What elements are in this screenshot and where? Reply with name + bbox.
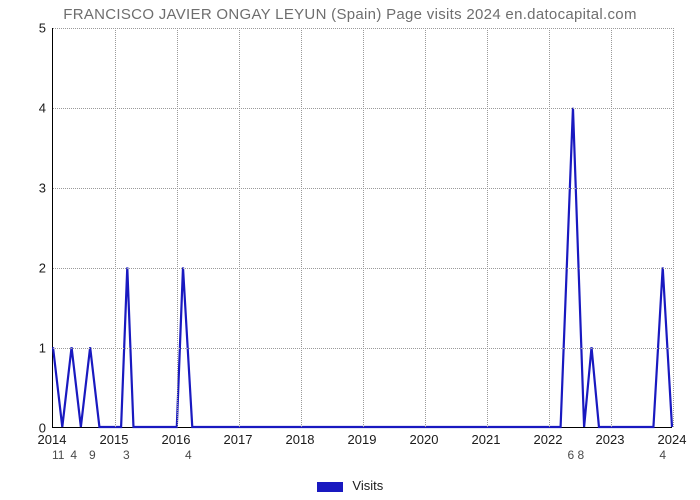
value-label: 6 8	[568, 448, 585, 462]
x-tick-label: 2017	[224, 432, 253, 447]
x-tick-label: 2020	[410, 432, 439, 447]
gridline-v	[177, 28, 178, 427]
y-tick-label: 4	[26, 101, 46, 116]
y-tick-label: 1	[26, 341, 46, 356]
legend-label: Visits	[352, 478, 383, 493]
gridline-v	[611, 28, 612, 427]
gridline-v	[487, 28, 488, 427]
y-tick-label: 3	[26, 181, 46, 196]
value-label: 9	[89, 448, 96, 462]
x-tick-label: 2024	[658, 432, 687, 447]
gridline-v	[425, 28, 426, 427]
x-tick-label: 2014	[38, 432, 67, 447]
x-tick-label: 2022	[534, 432, 563, 447]
x-tick-label: 2021	[472, 432, 501, 447]
gridline-v	[301, 28, 302, 427]
gridline-v	[549, 28, 550, 427]
value-label: 4	[70, 448, 77, 462]
chart-title: FRANCISCO JAVIER ONGAY LEYUN (Spain) Pag…	[0, 6, 700, 23]
gridline-v	[673, 28, 674, 427]
gridline-v	[115, 28, 116, 427]
value-label: 3	[123, 448, 130, 462]
x-tick-label: 2015	[100, 432, 129, 447]
chart-container: FRANCISCO JAVIER ONGAY LEYUN (Spain) Pag…	[0, 0, 700, 500]
legend: Visits	[0, 478, 700, 493]
value-label: 4	[659, 448, 666, 462]
x-tick-label: 2018	[286, 432, 315, 447]
gridline-v	[239, 28, 240, 427]
x-tick-label: 2023	[596, 432, 625, 447]
x-tick-label: 2019	[348, 432, 377, 447]
plot-area	[52, 28, 672, 428]
gridline-v	[363, 28, 364, 427]
legend-swatch	[317, 482, 343, 492]
y-tick-label: 5	[26, 21, 46, 36]
value-label: 11	[52, 448, 64, 462]
x-tick-label: 2016	[162, 432, 191, 447]
y-tick-label: 2	[26, 261, 46, 276]
value-label: 4	[185, 448, 192, 462]
